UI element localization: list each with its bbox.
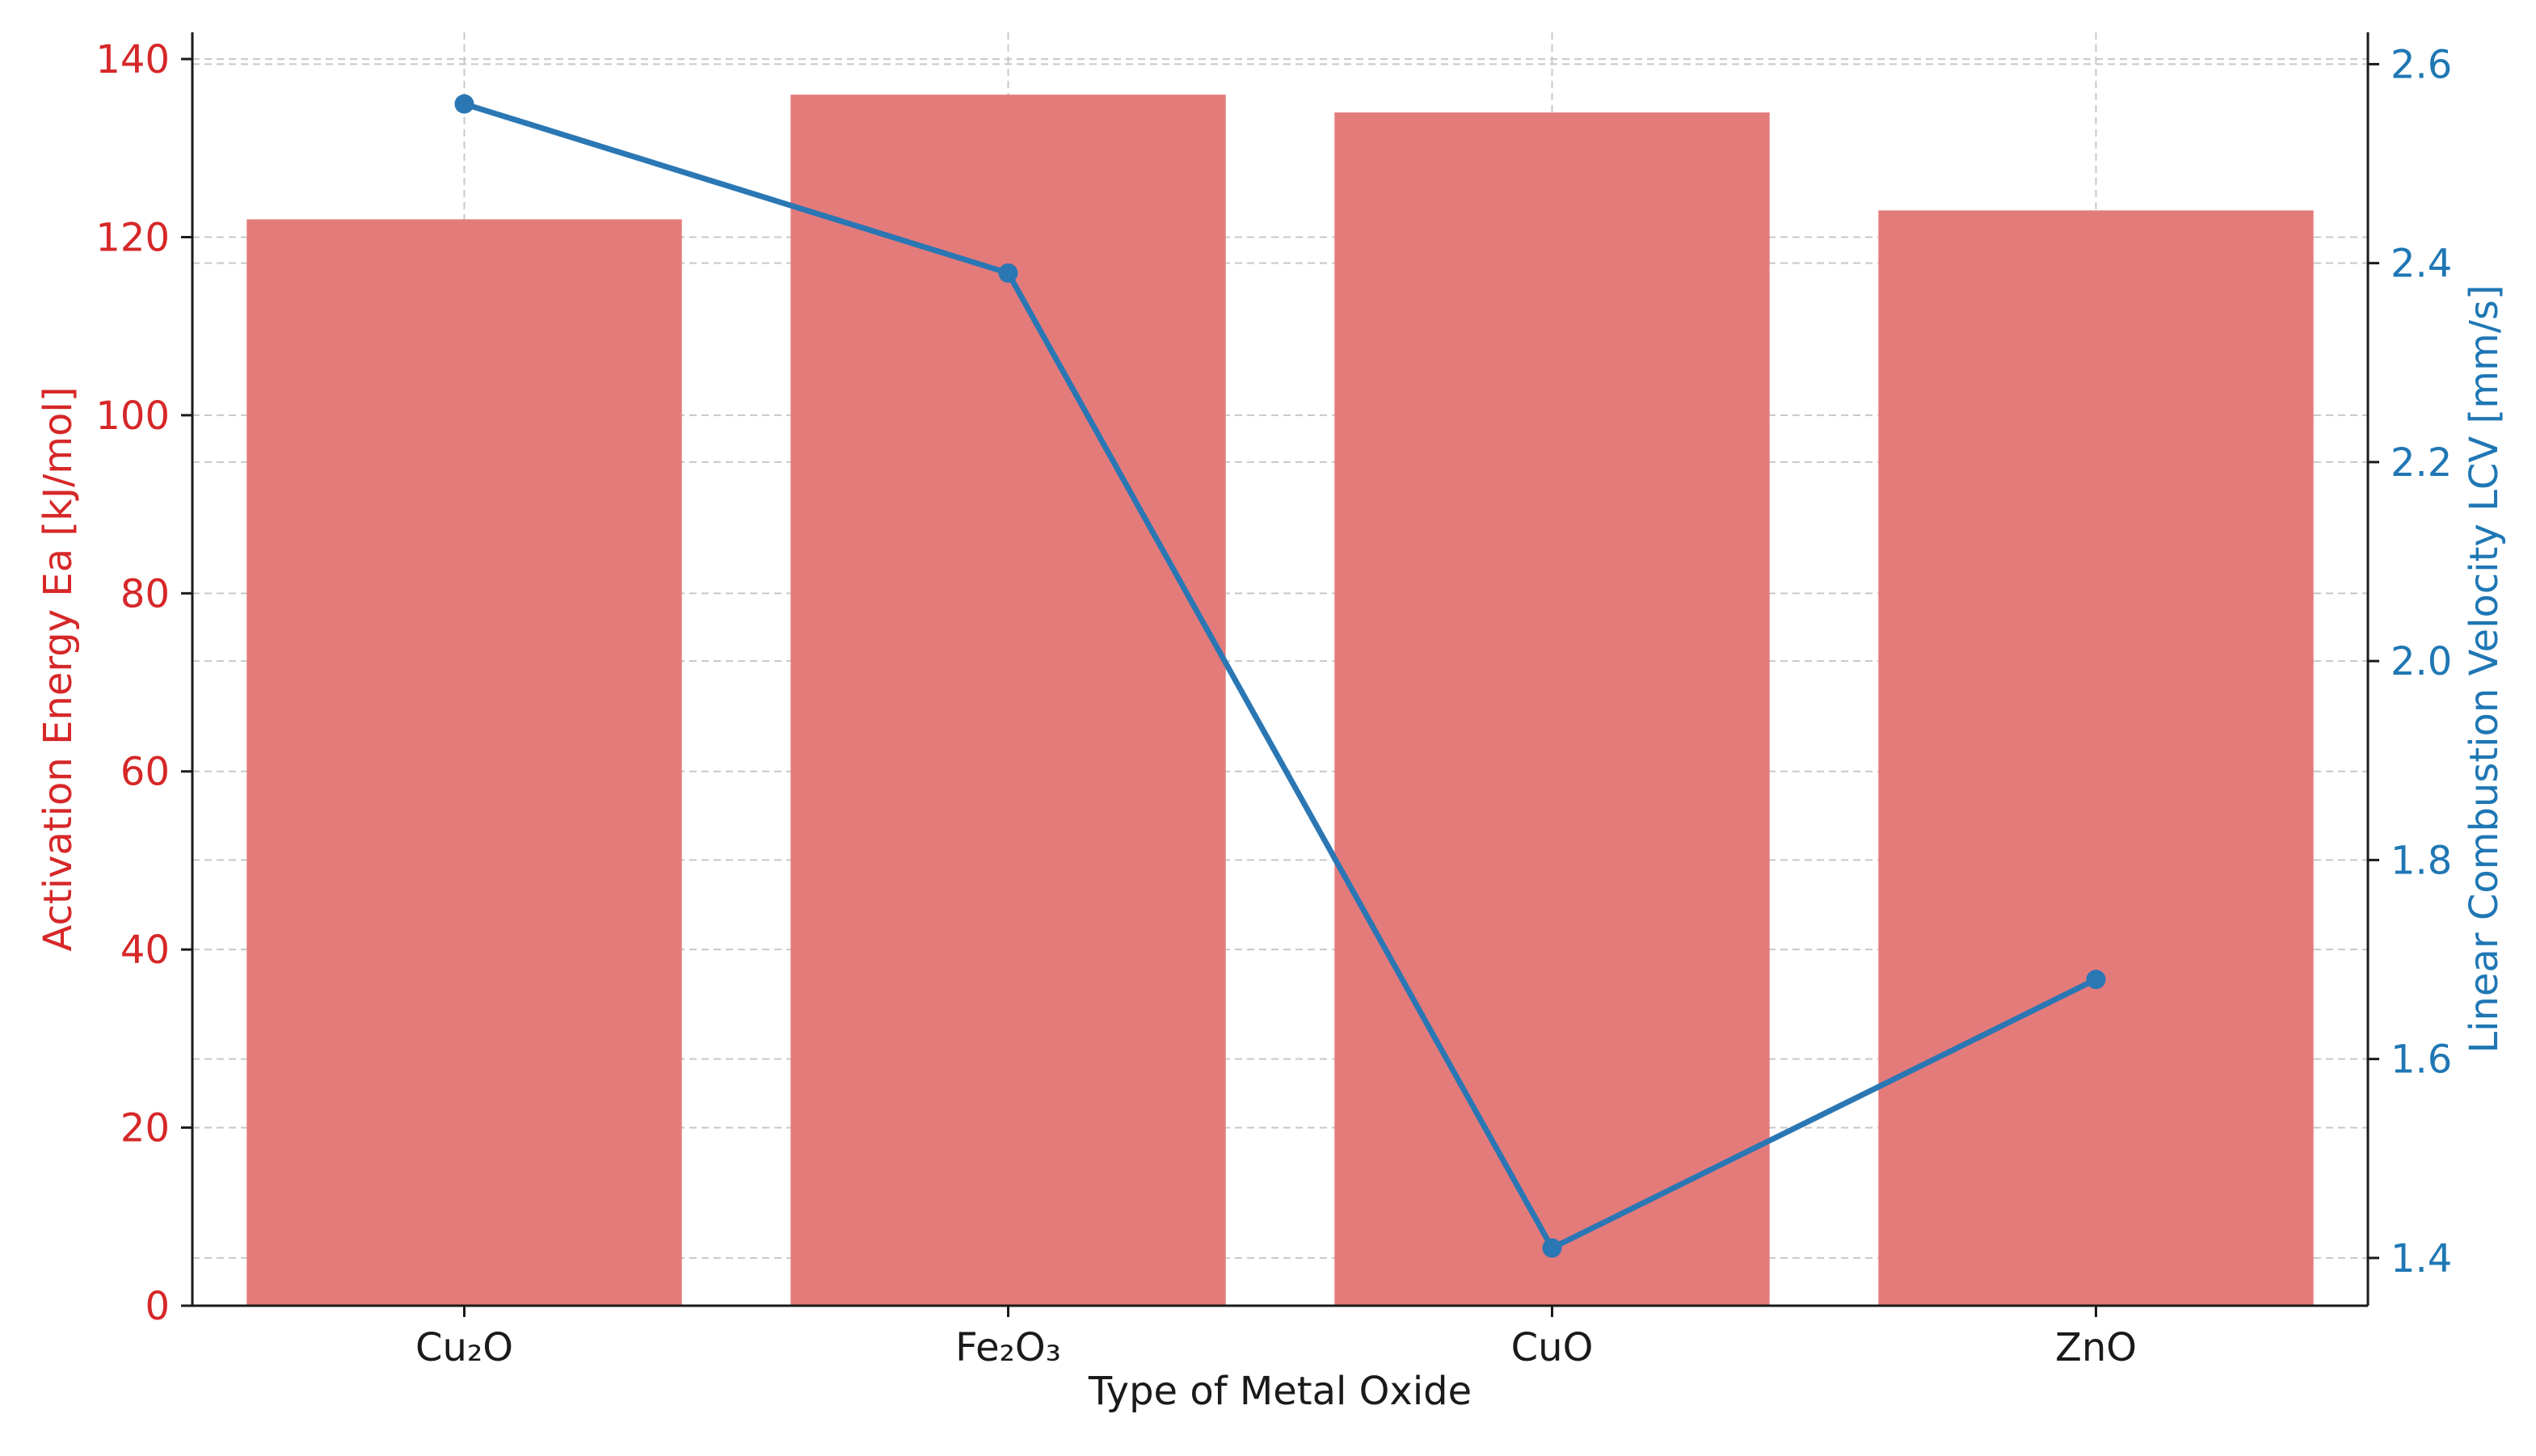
x-tick-label: ZnO	[2055, 1325, 2137, 1370]
y-left-tick-label: 20	[120, 1106, 170, 1151]
bars	[246, 95, 2314, 1307]
y-right-tick-label: 2.4	[2391, 242, 2452, 287]
line-series-path	[461, 101, 2099, 1252]
bar	[790, 95, 1226, 1306]
y-right-tick-label: 1.4	[2391, 1236, 2452, 1281]
line-point	[998, 263, 1018, 283]
y-left-tick-label: 140	[95, 37, 170, 82]
y-right-tick-label: 2.6	[2391, 42, 2452, 87]
bar	[1878, 210, 2314, 1307]
y-axis-right-title: Linear Combustion Velocity LCV [mm/s]	[2462, 284, 2507, 1053]
line-series	[454, 94, 2106, 1258]
y-left-tick-label: 40	[120, 928, 170, 973]
y-right-tick-label: 1.6	[2391, 1037, 2452, 1083]
bar	[1334, 112, 1770, 1306]
y-axis-left-title: Activation Energy Ea [kJ/mol]	[36, 387, 81, 952]
y-right-tick-label: 1.8	[2391, 838, 2452, 883]
x-axis-title: Type of Metal Oxide	[1088, 1369, 1472, 1414]
y-left-tick-label: 100	[95, 393, 170, 439]
line-point	[454, 94, 474, 114]
x-tick-label: Fe₂O₃	[955, 1325, 1061, 1370]
axes: 0 20 40 60 80 100 120 140 1.4 1.6 1.8 2.0 2.2 2.4 2.6 C…	[95, 32, 2452, 1370]
y-left-tick-label: 120	[95, 215, 170, 260]
x-tick-label: Cu₂O	[415, 1325, 513, 1370]
y-left-tick-label: 60	[120, 750, 170, 795]
line-point	[2086, 970, 2106, 990]
line-point	[1542, 1238, 1562, 1258]
bar	[246, 219, 682, 1306]
y-right-tick-label: 2.2	[2391, 440, 2452, 486]
y-right-tick-label: 2.0	[2391, 639, 2452, 684]
y-left-tick-label: 80	[120, 571, 170, 616]
y-left-tick-label: 0	[145, 1284, 170, 1329]
x-tick-label: CuO	[1511, 1325, 1594, 1370]
